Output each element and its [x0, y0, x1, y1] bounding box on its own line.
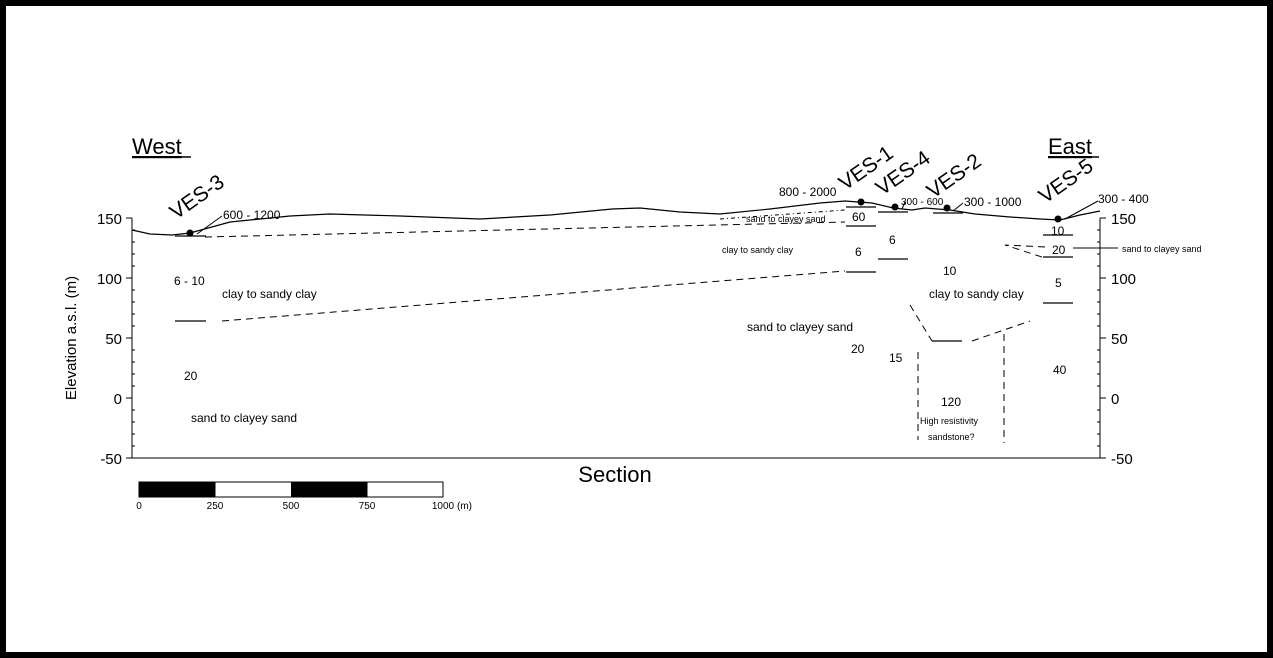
right-tick-label: 50	[1111, 331, 1128, 348]
boundary-basin-right	[971, 320, 1031, 342]
ves-5-point	[1054, 215, 1062, 223]
lithology-label: clay to sandy clay	[222, 287, 317, 301]
lithology-label: clay to sandy clay	[929, 287, 1024, 301]
ground-surface	[131, 200, 1101, 236]
ves-2-point	[943, 204, 951, 212]
west-label: West	[132, 134, 182, 159]
layer-value: 6	[855, 245, 862, 259]
surface-resistivity: 800 - 2000	[779, 185, 837, 199]
layer-value: 20	[1052, 243, 1066, 257]
layer-value: 120	[941, 395, 961, 409]
layer-interface-markers	[175, 206, 1073, 342]
surface-resistivity: 300 - 600	[901, 197, 944, 208]
surface-resistivity: 600 - 1200	[223, 208, 281, 222]
lithology-label: sand to clayey sand	[746, 214, 826, 224]
surface-resistivity: 300 - 400	[1098, 192, 1149, 206]
lithology-label: sandstone?	[928, 432, 975, 442]
scale-unit: (m)	[457, 501, 472, 512]
layer-value: 40	[1053, 363, 1067, 377]
layer-value: 6 - 10	[174, 274, 205, 288]
leader-lines	[196, 200, 1118, 249]
ves-1-point	[857, 198, 865, 206]
boundary-wedge	[1004, 244, 1046, 259]
left-major-ticks	[126, 217, 132, 459]
layer-value: 15	[889, 351, 903, 365]
left-tick-label: 0	[114, 391, 122, 408]
boundary-lower	[221, 270, 846, 322]
lithology-label: clay to sandy clay	[722, 245, 794, 255]
scale-label: 500	[283, 501, 300, 512]
boundary-top-east	[719, 209, 846, 220]
left-tick-label: -50	[100, 451, 122, 468]
boundary-upper	[204, 221, 846, 238]
scale-segment-black	[139, 482, 215, 497]
lithology-label: High resistivity	[920, 416, 979, 426]
layer-value: 60	[852, 210, 866, 224]
lithology-label: sand to clayey sand	[1122, 244, 1202, 254]
x-axis-label: Section	[578, 462, 651, 487]
ves-4-point	[891, 203, 899, 211]
ves-5-label: VES-5	[1035, 154, 1098, 208]
lithology-label: sand to clayey sand	[747, 320, 853, 334]
right-tick-label: 0	[1111, 391, 1119, 408]
scale-segment-black	[291, 482, 367, 497]
ves-points	[186, 198, 1062, 237]
surface-resistivity: 300 - 1000	[964, 195, 1022, 209]
layer-value: 5	[1055, 276, 1062, 290]
layer-value: 10	[943, 264, 957, 278]
layer-boundaries	[204, 209, 1046, 443]
scale-label: 1000	[432, 501, 455, 512]
layer-value: 10	[1051, 224, 1065, 238]
scale-label: 250	[207, 501, 224, 512]
scale-label: 750	[359, 501, 376, 512]
right-tick-label: 150	[1111, 211, 1136, 228]
layer-value: 6	[889, 233, 896, 247]
layer-value: 20	[851, 342, 865, 356]
layer-value: 20	[184, 369, 198, 383]
boundary-basin-left	[909, 304, 933, 342]
scale-bar	[138, 481, 444, 498]
y-axis-label: Elevation a.s.l. (m)	[63, 276, 80, 400]
left-tick-label: 150	[97, 211, 122, 228]
left-tick-label: 100	[97, 271, 122, 288]
east-label: East	[1048, 134, 1092, 159]
right-tick-label: 100	[1111, 271, 1136, 288]
left-tick-label: 50	[105, 331, 122, 348]
ves-3-label: VES-3	[166, 170, 229, 224]
scale-label: 0	[136, 501, 142, 512]
lithology-label: sand to clayey sand	[191, 411, 297, 425]
right-tick-label: -50	[1111, 451, 1133, 468]
ves-3-point	[186, 229, 194, 237]
right-major-ticks	[1100, 217, 1106, 459]
minor-ticks	[132, 229, 1100, 447]
